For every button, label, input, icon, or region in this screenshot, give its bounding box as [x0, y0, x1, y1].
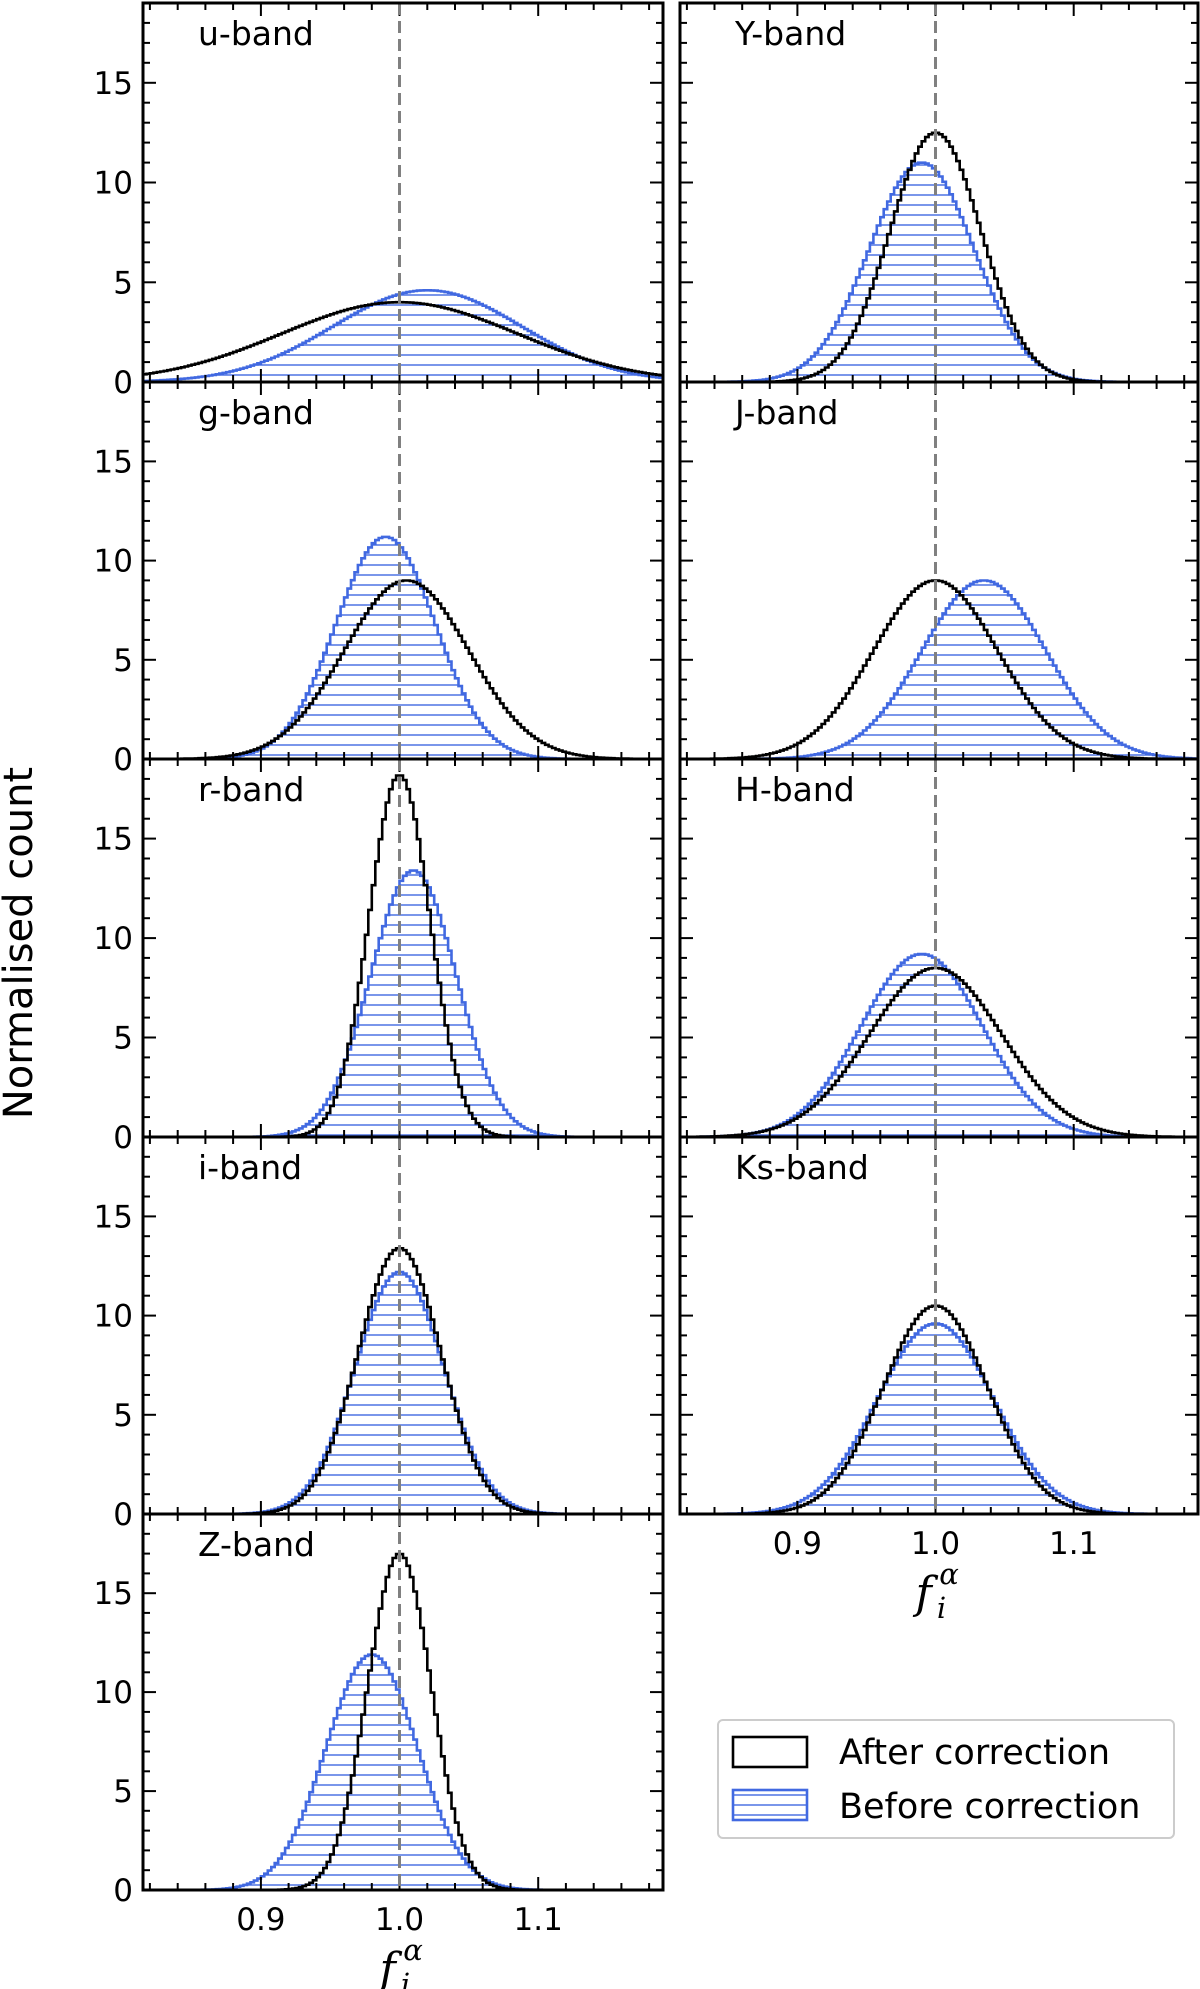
x-tick-label: 1.0: [911, 1526, 960, 1562]
y-tick-label: 5: [113, 1021, 133, 1057]
band-label: J-band: [733, 393, 839, 432]
x-tick-labels: 0.9 1.0 1.1: [236, 1902, 563, 1938]
panel-u-band: u-band 0 5 10 15: [94, 1, 665, 401]
y-tick-label: 15: [94, 444, 133, 480]
y-tick-label: 5: [113, 1774, 133, 1810]
x-tick-label: 0.9: [236, 1902, 285, 1938]
y-tick-labels: 0 5 10 15: [94, 66, 133, 401]
y-axis-label: Normalised count: [0, 767, 42, 1119]
y-tick-label: 10: [94, 544, 133, 580]
x-tick-labels: 0.9 1.0 1.1: [773, 1526, 1099, 1562]
band-label: Y-band: [734, 14, 846, 53]
histogram-after: [141, 300, 665, 384]
histogram-before: [680, 579, 1200, 761]
y-tick-label: 10: [94, 1675, 133, 1711]
x-tick-label: 1.0: [375, 1902, 424, 1938]
panel-j-band: J-band: [678, 380, 1200, 761]
band-label: H-band: [735, 770, 855, 809]
histogram-before: [678, 952, 1198, 1139]
panel-ks-band: Ks-band 0.9 1.0 1.1 f i α: [678, 1135, 1200, 1625]
legend: After correction Before correction: [717, 1719, 1175, 1839]
panel-frame: [141, 1512, 665, 1892]
after-series: [678, 966, 1200, 1139]
band-label: g-band: [198, 393, 314, 432]
y-tick-label: 15: [94, 1576, 133, 1612]
legend-label-after: After correction: [839, 1733, 1110, 1773]
legend-swatch-after: [731, 1735, 809, 1769]
band-label: i-band: [198, 1148, 302, 1187]
x-axis-title: f i α: [377, 1933, 423, 1989]
histogram-before: [143, 535, 663, 761]
legend-frame: [717, 1719, 1175, 1839]
histogram-before: [143, 869, 663, 1139]
panel-g-band: g-band 0 5 10 15: [94, 380, 665, 778]
legend-label-before: Before correction: [839, 1787, 1140, 1827]
before-series: [143, 869, 663, 1139]
before-series: [143, 535, 663, 761]
panel-r-band: r-band 0 5 10 15: [94, 757, 665, 1156]
y-tick-label: 0: [113, 365, 133, 401]
y-tick-label: 15: [94, 822, 133, 858]
x-tick-label: 1.1: [1049, 1526, 1098, 1562]
y-tick-label: 15: [94, 66, 133, 102]
histogram-before: [143, 1270, 663, 1516]
histogram-before: [141, 289, 665, 384]
histogram-before: [143, 1653, 663, 1892]
panel-h-band: H-band: [678, 757, 1200, 1139]
y-tick-labels: 0 5 10 15: [94, 444, 133, 778]
y-tick-label: 10: [94, 166, 133, 202]
panel-z-band: Z-band 0 5 10 15 0.9 1.0 1.1 f i α: [94, 1512, 665, 1989]
histogram-before: [680, 161, 1198, 384]
y-tick-label: 5: [113, 265, 133, 301]
histogram-after: [678, 966, 1200, 1139]
y-tick-label: 5: [113, 1398, 133, 1434]
y-tick-labels: 0 5 10 15: [94, 1199, 133, 1533]
histogram-after: [143, 579, 663, 761]
y-tick-labels: 0 5 10 15: [94, 1576, 133, 1909]
y-tick-label: 5: [113, 643, 133, 679]
after-series: [141, 300, 665, 384]
before-series: [143, 1270, 663, 1516]
legend-swatch-before: [731, 1788, 809, 1822]
y-tick-labels: 0 5 10 15: [94, 822, 133, 1156]
band-label: Z-band: [198, 1525, 315, 1564]
x-tick-label: 1.1: [514, 1902, 563, 1938]
y-tick-label: 0: [113, 1497, 133, 1533]
y-tick-label: 15: [94, 1199, 133, 1235]
y-tick-label: 10: [94, 1299, 133, 1335]
before-series: [141, 289, 665, 384]
after-series: [680, 1304, 1198, 1516]
y-tick-label: 10: [94, 921, 133, 957]
x-axis-title: f i α: [913, 1557, 959, 1625]
y-tick-label: 0: [113, 742, 133, 778]
histogram-before: [680, 1322, 1198, 1516]
before-series: [680, 579, 1200, 761]
y-tick-label: 0: [113, 1873, 133, 1909]
band-label: r-band: [198, 770, 304, 809]
y-tick-label: 0: [113, 1120, 133, 1156]
band-label: u-band: [198, 14, 314, 53]
after-series: [143, 579, 663, 761]
panel-frame: [678, 1135, 1200, 1516]
before-series: [680, 161, 1198, 384]
band-label: Ks-band: [735, 1148, 869, 1187]
panel-y-band: Y-band: [678, 1, 1200, 384]
before-series: [143, 1653, 663, 1892]
histogram-after: [680, 1304, 1198, 1516]
before-series: [680, 1322, 1198, 1516]
x-tick-label: 0.9: [773, 1526, 822, 1562]
panel-i-band: i-band 0 5 10 15: [94, 1135, 665, 1533]
before-series: [678, 952, 1198, 1139]
